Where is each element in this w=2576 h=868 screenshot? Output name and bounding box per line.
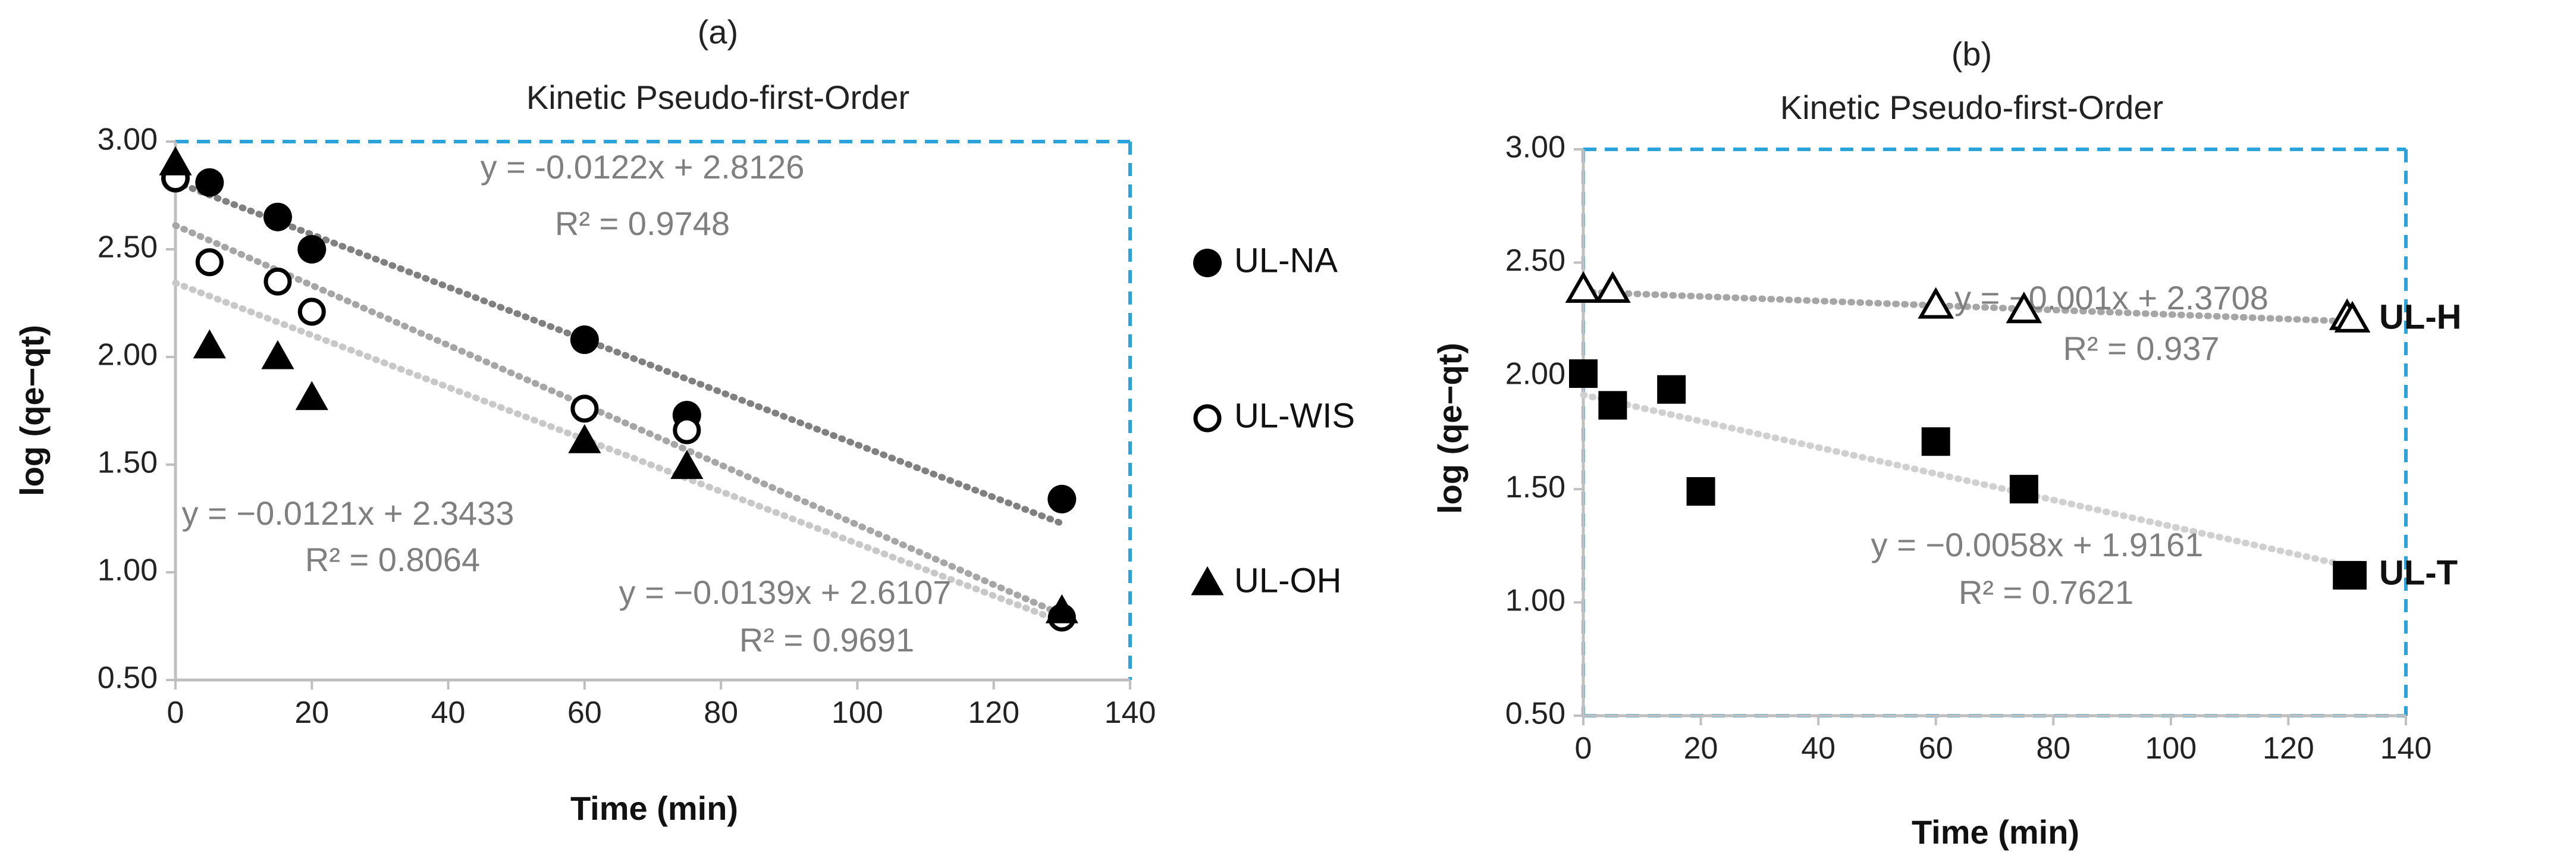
data-point-ul-h bbox=[1565, 271, 1602, 303]
data-point-ul-oh bbox=[670, 450, 704, 480]
data-point-ul-oh bbox=[568, 424, 601, 453]
trendline-r2: R² = 0.9691 bbox=[739, 621, 914, 659]
trendline-r2: R² = 0.8064 bbox=[305, 541, 480, 578]
data-point-ul-h bbox=[1918, 287, 1954, 319]
data-point-ul-h bbox=[1595, 271, 1631, 303]
legend-label-ul-h: UL-H bbox=[2379, 297, 2462, 336]
y-tick-label: 1.50 bbox=[98, 446, 158, 480]
legend-marker-ul-t bbox=[2338, 561, 2367, 590]
data-point-ul-oh bbox=[159, 146, 192, 176]
data-point-ul-t bbox=[1686, 477, 1715, 506]
y-axis-label: log (qe−qt) bbox=[13, 325, 51, 496]
trendline-ul-na bbox=[172, 178, 1065, 527]
y-axis-label: log (qe−qt) bbox=[1431, 343, 1469, 514]
x-tick-label: 140 bbox=[1105, 695, 1156, 730]
x-axis-label: Time (min) bbox=[570, 789, 738, 827]
data-point-ul-t bbox=[2009, 475, 2038, 504]
y-tick-label: 2.00 bbox=[98, 338, 158, 372]
legend-label-ul-wis: UL-WIS bbox=[1234, 396, 1355, 435]
data-point-ul-oh bbox=[1045, 594, 1078, 623]
data-point-ul-oh bbox=[261, 340, 294, 369]
x-tick-label: 60 bbox=[567, 695, 602, 730]
legend-label-ul-oh: UL-OH bbox=[1234, 561, 1341, 600]
y-tick-label: 2.50 bbox=[1505, 243, 1565, 278]
trendline-equation: y = −0.0058x + 1.9161 bbox=[1871, 526, 2204, 563]
legend-marker-ul-wis bbox=[1193, 404, 1222, 433]
trendline-r2: R² = 0.7621 bbox=[1959, 574, 2133, 611]
trendline-ul-t bbox=[1580, 391, 2351, 569]
panel-label: (a) bbox=[698, 13, 738, 51]
trendline-r2: R² = 0.9748 bbox=[555, 205, 730, 242]
data-point-ul-na bbox=[570, 325, 599, 355]
trendline-ul-h bbox=[1580, 289, 2351, 325]
trendline-equation: y = -0.0122x + 2.8126 bbox=[481, 148, 805, 186]
y-tick-label: 1.00 bbox=[1505, 583, 1565, 618]
x-tick-label: 80 bbox=[704, 695, 738, 730]
legend-marker-ul-oh bbox=[1191, 566, 1224, 596]
x-tick-label: 60 bbox=[1919, 731, 1953, 766]
x-tick-label: 140 bbox=[2380, 731, 2432, 766]
trendline-ul-oh bbox=[172, 280, 1065, 625]
data-point-ul-wis bbox=[297, 297, 326, 326]
y-tick-label: 2.00 bbox=[1505, 357, 1565, 391]
legend-label-ul-t: UL-T bbox=[2379, 553, 2458, 592]
data-point-ul-t bbox=[1921, 427, 1950, 456]
data-point-ul-h bbox=[2006, 292, 2042, 324]
x-tick-label: 0 bbox=[1575, 731, 1592, 766]
data-point-ul-na bbox=[1047, 484, 1077, 513]
x-tick-label: 120 bbox=[2263, 731, 2314, 766]
data-point-ul-wis bbox=[263, 267, 292, 296]
x-tick-label: 100 bbox=[832, 695, 883, 730]
trendline-equation: y = −0.0121x + 2.3433 bbox=[182, 494, 514, 532]
data-point-ul-na bbox=[195, 168, 224, 197]
trendline-r2: R² = 0.937 bbox=[2063, 330, 2219, 367]
x-tick-label: 80 bbox=[2036, 731, 2070, 766]
x-tick-label: 0 bbox=[167, 695, 184, 730]
chart-title: Kinetic Pseudo-first-Order bbox=[1780, 89, 2163, 126]
data-point-ul-na bbox=[263, 202, 292, 231]
trendline-ul-wis bbox=[172, 222, 1065, 618]
data-point-ul-t bbox=[1569, 359, 1598, 388]
y-tick-label: 1.00 bbox=[98, 553, 158, 588]
data-point-ul-oh bbox=[295, 381, 328, 411]
x-axis-label: Time (min) bbox=[1912, 813, 2079, 851]
legend-marker-ul-h bbox=[2334, 300, 2371, 333]
trendline-equation: y = −0.0139x + 2.6107 bbox=[619, 574, 952, 611]
y-tick-label: 1.50 bbox=[1505, 470, 1565, 504]
chart-panel-a: (a) Kinetic Pseudo-first-Order 0.50 1.00 1.5… bbox=[13, 13, 1355, 827]
data-point-ul-t bbox=[1657, 375, 1686, 404]
y-tick-label: 3.00 bbox=[1505, 130, 1565, 165]
legend-label-ul-na: UL-NA bbox=[1234, 241, 1338, 280]
data-point-ul-t bbox=[1598, 391, 1627, 420]
trendline-equation: y = −0.001x + 2.3708 bbox=[1954, 279, 2268, 317]
y-tick-label: 0.50 bbox=[1505, 697, 1565, 731]
y-tick-label: 2.50 bbox=[98, 230, 158, 265]
legend-marker-ul-na bbox=[1193, 249, 1222, 277]
panel-label: (b) bbox=[1951, 35, 1992, 73]
data-point-ul-wis bbox=[673, 416, 701, 444]
x-tick-label: 120 bbox=[968, 695, 1019, 730]
data-point-ul-na bbox=[297, 235, 327, 264]
y-tick-label: 3.00 bbox=[98, 123, 158, 157]
y-tick-label: 0.50 bbox=[98, 661, 158, 695]
data-point-ul-wis bbox=[570, 394, 599, 423]
x-tick-label: 20 bbox=[1684, 731, 1718, 766]
chart-title: Kinetic Pseudo-first-Order bbox=[526, 79, 909, 116]
data-point-ul-wis bbox=[195, 248, 224, 277]
x-tick-label: 20 bbox=[294, 695, 329, 730]
data-point-ul-oh bbox=[193, 329, 226, 359]
x-tick-label: 40 bbox=[431, 695, 466, 730]
chart-panel-b: (b) Kinetic Pseudo-first-Order 0.50 1.00 1.5… bbox=[1431, 35, 2462, 851]
x-tick-label: 100 bbox=[2145, 731, 2197, 766]
x-tick-label: 40 bbox=[1801, 731, 1835, 766]
